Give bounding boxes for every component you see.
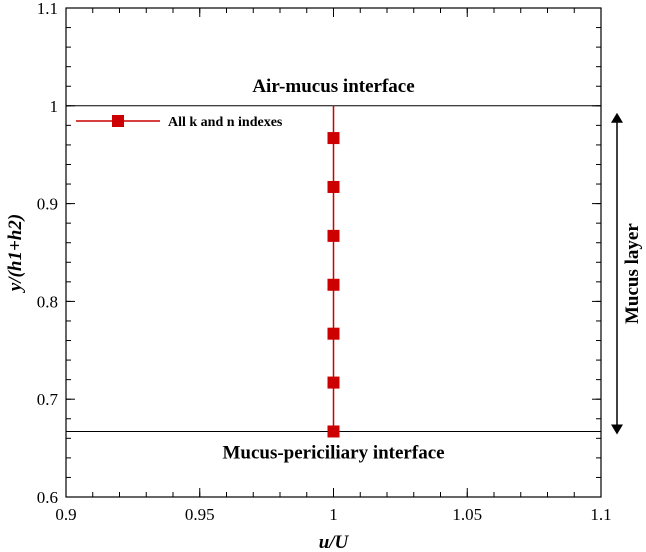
x-tick-label: 0.9 <box>55 505 76 524</box>
y-tick-label: 1.1 <box>37 0 58 18</box>
data-point <box>327 278 340 291</box>
y-tick-label: 0.6 <box>37 488 58 507</box>
y-tick-label: 0.8 <box>37 292 58 311</box>
legend-label: All k and n indexes <box>168 115 283 130</box>
legend-marker <box>112 115 124 127</box>
x-axis-title: u/U <box>319 532 350 552</box>
data-point <box>327 425 340 438</box>
x-tick-label: 1.1 <box>590 505 611 524</box>
mucus-layer-label: Mucus layer <box>622 223 643 324</box>
x-tick-label: 1.05 <box>452 505 482 524</box>
y-tick-label: 0.9 <box>37 195 58 214</box>
reference-line-label: Mucus-periciliary interface <box>222 442 444 463</box>
data-point <box>327 376 340 389</box>
y-tick-label: 0.7 <box>37 390 59 409</box>
data-point <box>327 132 340 145</box>
data-point <box>327 327 340 340</box>
data-point <box>327 180 340 193</box>
reference-line-label: Air-mucus interface <box>252 76 414 97</box>
x-tick-label: 1 <box>329 505 338 524</box>
y-axis-title: y/(h1+h2) <box>5 214 26 293</box>
y-tick-label: 1 <box>50 97 59 116</box>
x-tick-label: 0.95 <box>185 505 215 524</box>
data-point <box>327 229 340 242</box>
